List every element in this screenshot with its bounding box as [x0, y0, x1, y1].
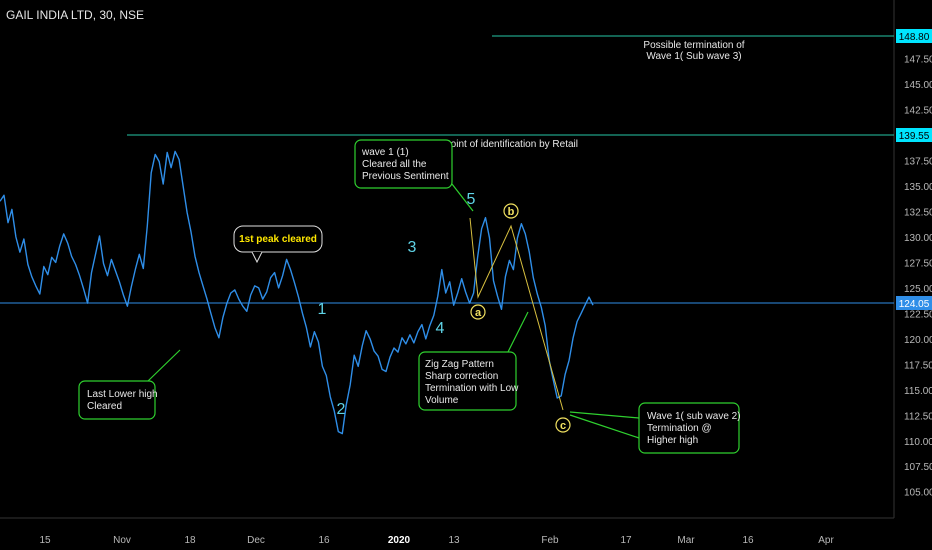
price-tick-label: 145.00	[904, 80, 932, 91]
price-axis[interactable]: 150.00147.50145.00142.50140.00137.50135.…	[904, 29, 932, 499]
time-tick-label: Apr	[818, 535, 834, 546]
wave-number-3: 3	[408, 239, 417, 256]
lower-high-note-line1: Last Lower high	[87, 389, 158, 400]
zigzag-note-line1: Zig Zag Pattern	[425, 359, 494, 370]
wave-number-1: 1	[318, 301, 327, 318]
level-139-note: Point of identification by Retail	[444, 139, 578, 150]
time-tick-label: 18	[184, 535, 196, 546]
wave-c-label: c	[560, 420, 566, 432]
time-tick-label: 17	[620, 535, 632, 546]
price-tick-label: 105.00	[904, 488, 932, 499]
price-tag-124-text: 124.05	[899, 299, 930, 310]
zigzag-note-line4: Volume	[425, 395, 459, 406]
wave-a-label: a	[475, 307, 482, 319]
wave2-note[interactable]: Wave 1( sub wave 2) Termination @ Higher…	[569, 402, 741, 454]
level-148-note-line1: Possible termination of	[643, 40, 744, 51]
time-tick-label: 15	[39, 535, 51, 546]
time-tick-label: 13	[448, 535, 460, 546]
time-tick-label: Nov	[113, 535, 131, 546]
wave2-note-line1: Wave 1( sub wave 2)	[647, 411, 741, 422]
wave-number-2: 2	[337, 401, 346, 418]
wave-a-marker[interactable]: a	[470, 304, 486, 320]
price-tick-label: 142.50	[904, 106, 932, 117]
wave-b-label: b	[508, 206, 515, 218]
price-tag-148: 148.80	[896, 29, 932, 43]
peak-bubble[interactable]: 1st peak cleared	[233, 225, 323, 264]
time-axis[interactable]: 15 Nov 18 Dec 16 2020 13 Feb 17 Mar 16 Apr	[39, 535, 834, 546]
wave1-note-line1: wave 1 (1)	[361, 147, 409, 158]
lower-high-note-line2: Cleared	[87, 401, 122, 412]
wave2-note-line2: Termination @	[647, 423, 712, 434]
time-tick-label: 16	[318, 535, 330, 546]
chart-title: GAIL INDIA LTD, 30, NSE	[6, 8, 145, 22]
wave-number-5: 5	[467, 191, 476, 208]
wave1-note-line2: Cleared all the	[362, 159, 427, 170]
price-tick-label: 127.50	[904, 258, 932, 269]
wave-b-marker[interactable]: b	[503, 203, 519, 219]
wave-number-4: 4	[436, 320, 445, 337]
wave1-note-line3: Previous Sentiment	[362, 171, 449, 182]
price-tick-label: 120.00	[904, 335, 932, 346]
price-series-line[interactable]	[0, 150, 594, 435]
lower-high-note[interactable]: Last Lower high Cleared	[78, 349, 181, 420]
price-tag-148-text: 148.80	[899, 32, 930, 43]
abc-correction-lines	[469, 217, 564, 411]
price-tick-label: 122.50	[904, 309, 932, 320]
zigzag-note[interactable]: Zig Zag Pattern Sharp correction Termina…	[418, 311, 529, 411]
price-tick-label: 132.50	[904, 208, 932, 219]
price-tag-124: 124.05	[896, 296, 932, 310]
level-148-note-line2: Wave 1( Sub wave 3)	[646, 51, 741, 62]
price-tick-label: 125.00	[904, 284, 932, 295]
price-tick-label: 115.00	[904, 386, 932, 397]
price-tag-139: 139.55	[896, 128, 932, 142]
wave-c-marker[interactable]: c	[555, 417, 571, 433]
peak-bubble-text: 1st peak cleared	[239, 234, 317, 245]
price-tag-139-text: 139.55	[899, 131, 930, 142]
price-tick-label: 117.50	[904, 360, 932, 371]
zigzag-note-line3: Termination with Low	[425, 383, 519, 394]
zigzag-note-line2: Sharp correction	[425, 371, 498, 382]
time-tick-label: Dec	[247, 535, 265, 546]
wave2-note-line3: Higher high	[647, 435, 698, 446]
price-tick-label: 130.00	[904, 233, 932, 244]
price-tick-label: 110.00	[904, 437, 932, 448]
price-tick-label: 107.50	[904, 462, 932, 473]
time-tick-label: 2020	[388, 535, 411, 546]
time-tick-label: Feb	[541, 535, 559, 546]
wave1-note[interactable]: wave 1 (1) Cleared all the Previous Sent…	[354, 139, 474, 212]
time-tick-label: Mar	[677, 535, 695, 546]
price-tick-label: 135.00	[904, 182, 932, 193]
price-tick-label: 147.50	[904, 55, 932, 66]
time-tick-label: 16	[742, 535, 754, 546]
price-tick-label: 112.50	[904, 411, 932, 422]
price-tick-label: 137.50	[904, 157, 932, 168]
